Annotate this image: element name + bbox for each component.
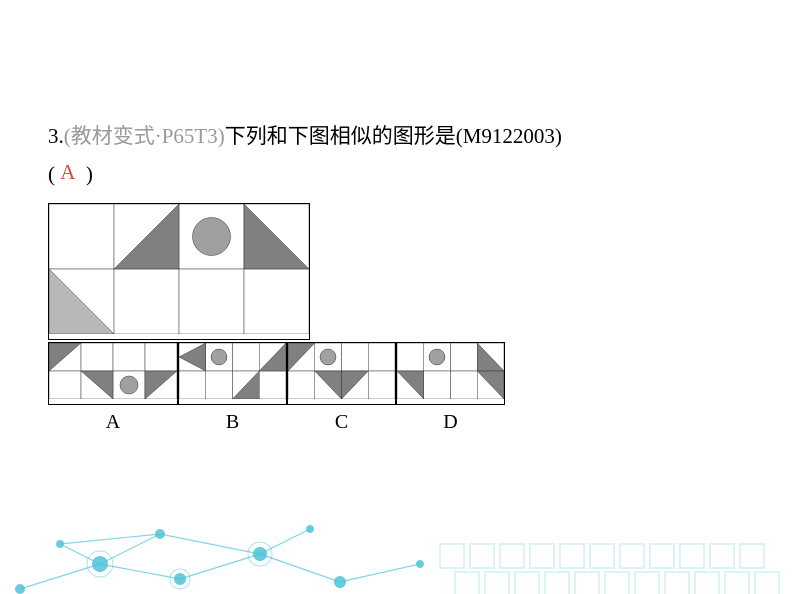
option-b-label: B: [226, 411, 239, 434]
question-text: 3.(教材变式·P65T3)下列和下图相似的图形是(M9122003): [48, 120, 746, 154]
option-a-svg: [49, 343, 177, 399]
main-figure-svg: [49, 204, 309, 334]
option-b-svg: [179, 343, 286, 399]
option-d-label: D: [443, 411, 457, 434]
option-c-label: C: [335, 411, 348, 434]
question-source: (教材变式·P65T3): [64, 124, 225, 148]
question-number: 3.: [48, 124, 64, 148]
paren-close: ): [86, 162, 93, 186]
figures-area: A: [48, 203, 746, 434]
main-figure: [48, 203, 310, 340]
option-c: C: [287, 342, 396, 434]
answer-letter: A: [60, 160, 75, 184]
option-c-svg: [288, 343, 395, 399]
option-d-svg: [397, 343, 504, 399]
footer-svg: [0, 504, 794, 594]
option-a: A: [48, 342, 178, 434]
paren-open: (: [48, 162, 55, 186]
option-b: B: [178, 342, 287, 434]
option-a-label: A: [106, 411, 120, 434]
question-body: 下列和下图相似的图形是(M9122003): [225, 124, 562, 148]
answer-line: ( A ): [48, 162, 746, 187]
footer-decoration: [0, 504, 794, 594]
option-d: D: [396, 342, 505, 434]
options-row: A: [48, 342, 746, 434]
